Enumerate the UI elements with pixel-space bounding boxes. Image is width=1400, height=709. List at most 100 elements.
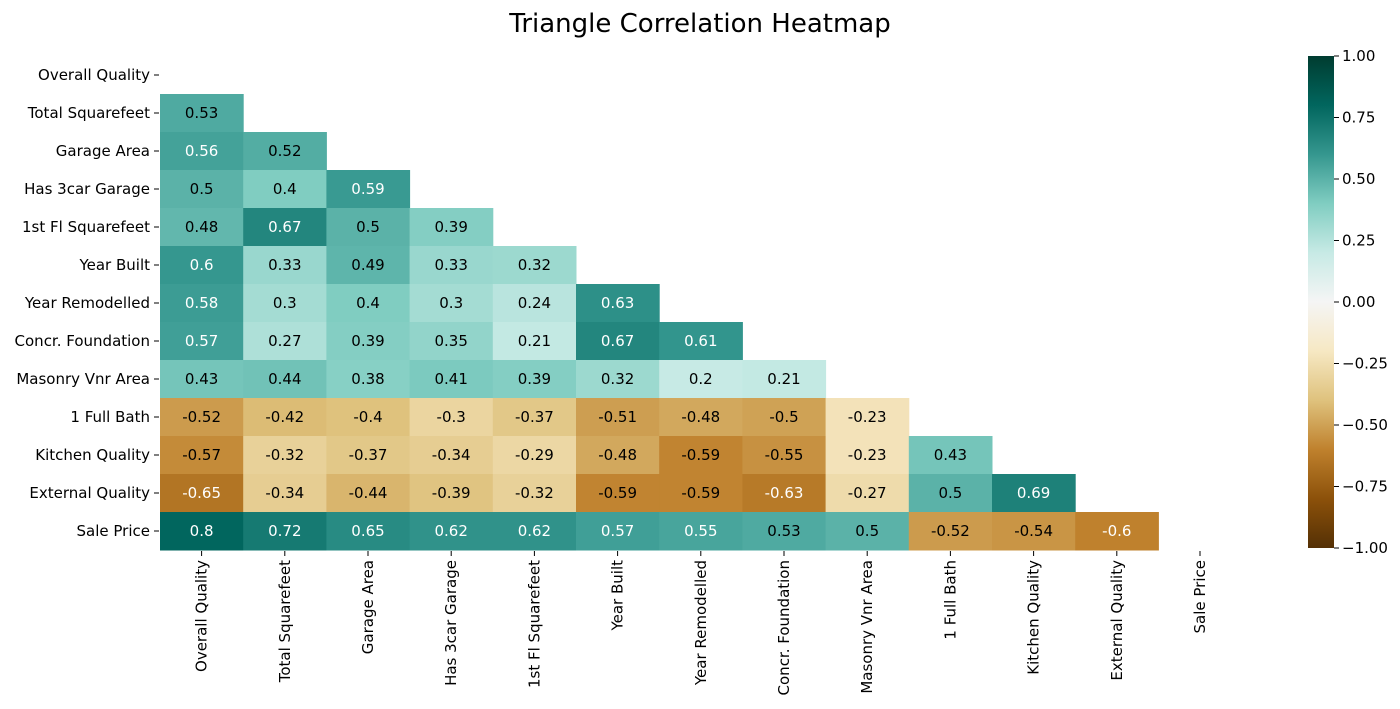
heatmap-cell-value: -0.54 — [1014, 522, 1053, 540]
heatmap-cell-value: -0.5 — [769, 408, 798, 426]
heatmap-cell-value: 0.5 — [190, 180, 214, 198]
heatmap-cell-value: 0.8 — [190, 522, 214, 540]
heatmap-cell-value: 0.2 — [689, 370, 713, 388]
heatmap-cell-value: 0.4 — [273, 180, 297, 198]
heatmap-cell — [160, 132, 244, 171]
heatmap-cell — [908, 436, 993, 475]
heatmap-cell — [243, 284, 327, 323]
heatmap-cell-value: 0.59 — [351, 180, 384, 198]
heatmap-cell — [326, 246, 411, 285]
heatmap-cell-value: -0.48 — [681, 408, 720, 426]
heatmap-cell — [492, 474, 577, 513]
heatmap-cell — [576, 398, 660, 437]
y-tick-label-masonry-vnr-area: Masonry Vnr Area — [16, 370, 150, 388]
heatmap-cell — [326, 436, 411, 475]
heatmap-cell — [326, 512, 411, 551]
heatmap-cell-value: 0.62 — [434, 522, 467, 540]
x-tick-label-sale-price: Sale Price — [1191, 560, 1209, 633]
heatmap-cell-value: 0.24 — [518, 294, 551, 312]
heatmap-cell — [160, 436, 244, 475]
heatmap-cell — [908, 512, 993, 551]
heatmap-cell-value: -0.6 — [1102, 522, 1131, 540]
x-tick-label-year-built: Year Built — [609, 560, 627, 632]
heatmap-cell-value: 0.49 — [351, 256, 384, 274]
colorbar-tick-label: −0.75 — [1342, 478, 1388, 496]
y-axis: Overall Quality Total Squarefeet Garage Ar… — [15, 66, 159, 540]
heatmap-cell — [409, 246, 494, 285]
x-tick-label-1-full-bath: 1 Full Bath — [941, 560, 959, 640]
heatmap-cell — [659, 322, 743, 361]
heatmap-cell — [825, 474, 910, 513]
heatmap-cell — [243, 512, 327, 551]
heatmap-cell — [825, 398, 910, 437]
heatmap-cell-value: 0.21 — [518, 332, 551, 350]
x-tick-label-has-3car-garage: Has 3car Garage — [442, 560, 460, 686]
heatmap-cell — [659, 512, 743, 551]
heatmap-cell — [409, 398, 494, 437]
heatmap-cell — [492, 398, 577, 437]
heatmap-cell-value: -0.59 — [681, 446, 720, 464]
y-tick-label-concr-foundation: Concr. Foundation — [15, 332, 150, 350]
heatmap-cell — [243, 398, 327, 437]
heatmap-cell-value: 0.27 — [268, 332, 301, 350]
x-axis: Overall Quality Total Squarefeet Garage Ar… — [193, 551, 1209, 695]
heatmap-cell-value: -0.32 — [265, 446, 304, 464]
heatmap-cell — [243, 436, 327, 475]
heatmap-cell-value: -0.34 — [265, 484, 304, 502]
heatmap-cell-value: 0.43 — [934, 446, 967, 464]
heatmap-cell — [742, 512, 827, 551]
heatmap-cell — [492, 284, 577, 323]
heatmap-cell-labels: 0.53 0.56 0.52 0.5 0.4 0.59 0.48 0.67 0.5 0.39 0.6… — [182, 104, 1131, 540]
heatmap-cell — [576, 360, 660, 399]
heatmap-cell-value: -0.29 — [515, 446, 554, 464]
heatmap-cell-value: 0.67 — [601, 332, 634, 350]
heatmap-cell-value: -0.37 — [349, 446, 388, 464]
heatmap-cell-value: 0.41 — [434, 370, 467, 388]
heatmap-cell — [243, 474, 327, 513]
heatmap-cell — [243, 208, 327, 247]
heatmap-cell — [825, 436, 910, 475]
heatmap-cell — [243, 246, 327, 285]
heatmap-cell — [326, 322, 411, 361]
y-tick-label-has-3car-garage: Has 3car Garage — [24, 180, 150, 198]
heatmap-cell-value: 0.44 — [268, 370, 301, 388]
heatmap-cell — [492, 512, 577, 551]
heatmap-cell — [160, 208, 244, 247]
heatmap-cell-value: 0.57 — [185, 332, 218, 350]
heatmap-cell-value: 0.3 — [273, 294, 297, 312]
heatmap-cell-value: 0.32 — [518, 256, 551, 274]
heatmap-cell-value: 0.6 — [190, 256, 214, 274]
heatmap-cell-value: 0.69 — [1017, 484, 1050, 502]
heatmap-cell-value: 0.56 — [185, 142, 218, 160]
y-tick-label-overall-quality: Overall Quality — [38, 66, 150, 84]
heatmap-cell — [409, 436, 494, 475]
heatmap-cell — [409, 512, 494, 551]
heatmap-cell — [160, 246, 244, 285]
heatmap-cell — [243, 170, 327, 209]
x-tick-label-kitchen-quality: Kitchen Quality — [1025, 560, 1043, 675]
heatmap-cell-value: -0.55 — [765, 446, 804, 464]
heatmap-cell — [742, 474, 827, 513]
heatmap-cell — [409, 474, 494, 513]
heatmap-cell-value: -0.65 — [182, 484, 221, 502]
heatmap-cell-value: 0.35 — [434, 332, 467, 350]
x-tick-label-1st-fl-squarefeet: 1st Fl Squarefeet — [525, 560, 543, 688]
heatmap-cell-value: -0.63 — [765, 484, 804, 502]
x-tick-label-external-quality: External Quality — [1108, 560, 1126, 681]
heatmap-cell-value: -0.59 — [598, 484, 637, 502]
heatmap-cell-value: 0.62 — [518, 522, 551, 540]
heatmap-cell-value: 0.61 — [684, 332, 717, 350]
y-tick-label-garage-area: Garage Area — [56, 142, 150, 160]
heatmap-cell — [409, 322, 494, 361]
heatmap-cells — [160, 94, 1159, 551]
heatmap-cell-value: 0.63 — [601, 294, 634, 312]
x-tick-label-overall-quality: Overall Quality — [193, 560, 211, 672]
heatmap-cell-value: 0.5 — [356, 218, 380, 236]
colorbar-tick-label: −0.25 — [1342, 355, 1388, 373]
heatmap-cell-value: 0.52 — [268, 142, 301, 160]
colorbar-gradient — [1308, 56, 1334, 548]
heatmap-cell-value: 0.3 — [439, 294, 463, 312]
heatmap-cell-value: -0.34 — [432, 446, 471, 464]
heatmap-cell-value: -0.23 — [848, 446, 887, 464]
heatmap-cell — [160, 170, 244, 209]
